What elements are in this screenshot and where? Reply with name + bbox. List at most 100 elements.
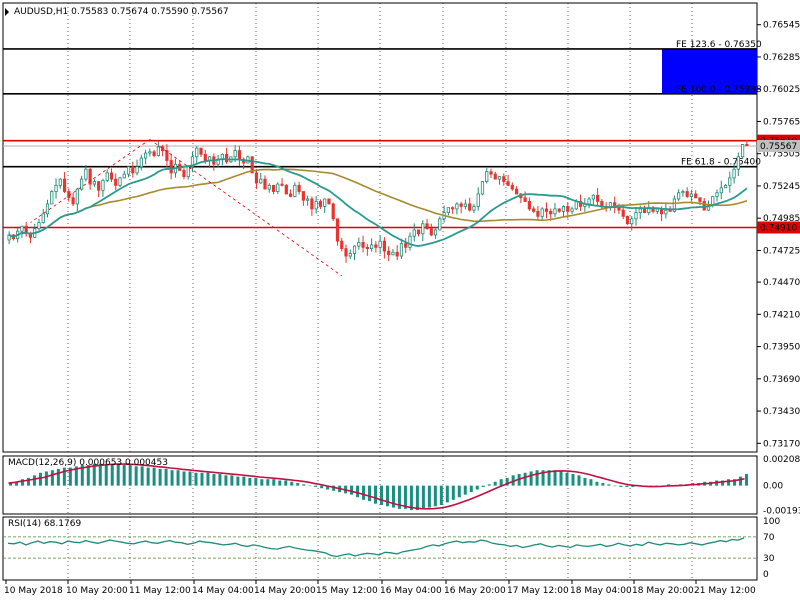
candle-body xyxy=(694,193,698,199)
candle-body xyxy=(276,183,280,192)
candle-body xyxy=(736,156,740,170)
time-tick-label: 15 May 12:00 xyxy=(316,586,378,596)
candle-body xyxy=(71,197,75,205)
candle-body xyxy=(327,198,331,205)
macd-signal-line xyxy=(8,463,745,510)
candle-body xyxy=(557,208,561,212)
macd-bar xyxy=(170,470,174,486)
candle-body xyxy=(472,206,476,211)
macd-bar xyxy=(266,479,270,486)
rsi-panel-frame xyxy=(2,516,758,581)
macd-bar xyxy=(362,485,366,500)
candle-body xyxy=(404,243,408,248)
macd-bar xyxy=(721,480,725,486)
candle-body xyxy=(578,201,583,207)
candle-body xyxy=(271,184,276,192)
candle-body xyxy=(416,229,421,235)
time-tick-label: 16 May 04:00 xyxy=(380,586,442,596)
candle-body xyxy=(549,210,553,215)
macd-bar xyxy=(739,476,743,486)
candle-body xyxy=(634,212,638,220)
candle-body xyxy=(62,178,67,192)
macd-bar xyxy=(529,471,533,486)
candle-body xyxy=(135,166,139,174)
time-tick-label: 21 May 12:00 xyxy=(694,586,756,596)
candle-body xyxy=(625,215,630,225)
candle-body xyxy=(297,184,301,192)
candle-body xyxy=(502,176,506,183)
candle-body xyxy=(88,168,92,185)
macd-bar xyxy=(128,465,132,486)
candle-body xyxy=(723,184,728,189)
macd-bar xyxy=(439,485,443,505)
macd-bar xyxy=(56,468,60,486)
macd-bar xyxy=(218,474,222,486)
candle-body xyxy=(617,207,621,211)
price-tick-label: 0.73170 xyxy=(763,439,800,449)
macd-bar xyxy=(158,468,162,486)
time-tick-label: 18 May 20:00 xyxy=(632,586,694,596)
candle-body xyxy=(58,178,62,186)
macd-bar xyxy=(547,470,551,486)
macd-bar xyxy=(236,476,240,486)
candle-body xyxy=(532,208,536,212)
price-tick-label: 0.74210 xyxy=(763,310,800,320)
candle-body xyxy=(131,166,135,174)
price-tick-label: 0.75245 xyxy=(763,182,800,192)
rsi-tick-label: 0 xyxy=(763,570,769,580)
candle-body xyxy=(664,209,668,215)
macd-bar xyxy=(146,467,150,486)
macd-bar xyxy=(254,477,258,486)
price-tag-low: 0.74910 xyxy=(760,224,797,234)
macd-bar xyxy=(272,479,276,486)
macd-bar xyxy=(332,485,336,491)
candle-body xyxy=(114,178,118,186)
candle-body xyxy=(199,147,203,155)
sma-slow-line xyxy=(8,168,748,238)
candle-body xyxy=(344,248,348,257)
candle-body xyxy=(41,213,45,223)
candle-body xyxy=(523,197,527,202)
candle-body xyxy=(591,194,595,200)
candle-body xyxy=(263,178,267,190)
candle-body xyxy=(190,156,195,168)
macd-bar xyxy=(320,485,324,489)
candle-body xyxy=(421,223,425,235)
candle-body xyxy=(37,222,41,230)
macd-bar xyxy=(583,477,587,486)
macd-bar xyxy=(296,483,300,486)
candle-body xyxy=(438,218,442,231)
candle-body xyxy=(203,153,207,161)
candle-body xyxy=(570,208,574,212)
candle-body xyxy=(186,166,190,178)
candle-body xyxy=(382,240,386,252)
candle-body xyxy=(259,178,263,184)
macd-bar xyxy=(98,463,102,486)
candle-body xyxy=(126,166,131,175)
price-tick-label: 0.73690 xyxy=(763,375,800,385)
candle-body xyxy=(387,250,391,256)
macd-bar xyxy=(260,479,264,486)
macd-bar xyxy=(350,485,354,495)
macd-bar xyxy=(68,467,72,486)
macd-bar xyxy=(50,470,54,486)
rsi-tick-label: 70 xyxy=(763,533,775,543)
candle-body xyxy=(340,240,344,249)
candle-body xyxy=(745,143,749,147)
macd-bar xyxy=(427,485,431,508)
macd-bar xyxy=(200,472,204,486)
macd-bar xyxy=(487,484,491,486)
candle-body xyxy=(506,181,510,186)
price-tick-label: 0.73950 xyxy=(763,343,800,353)
macd-bar xyxy=(391,485,395,508)
macd-bar xyxy=(589,479,593,486)
macd-bar xyxy=(284,480,288,486)
candle-body xyxy=(468,203,472,211)
time-tick-label: 10 May 2018 xyxy=(4,586,63,596)
candle-body xyxy=(544,208,549,212)
macd-bar xyxy=(134,466,138,486)
macd-bar xyxy=(14,481,18,486)
candle-body xyxy=(455,203,459,210)
macd-bar xyxy=(230,475,234,486)
candle-body xyxy=(587,198,591,205)
